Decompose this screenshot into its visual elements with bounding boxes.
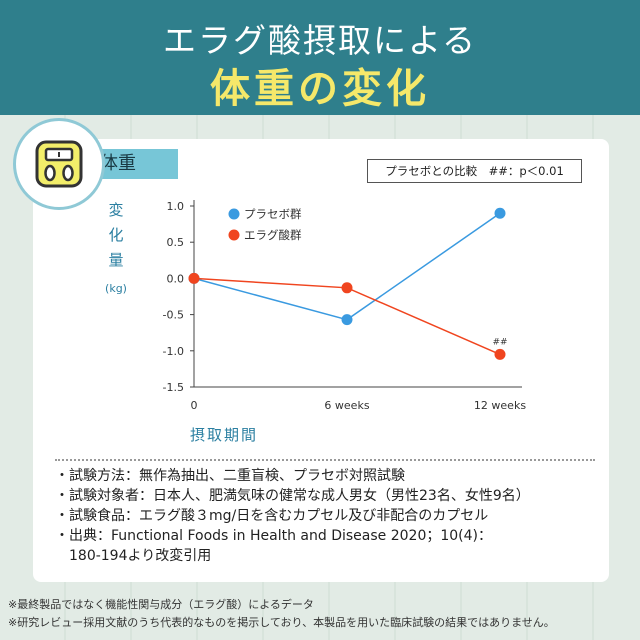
y-tick-label: 0.5 xyxy=(167,236,185,249)
data-point xyxy=(341,314,353,326)
title-line2: 体重の変化 xyxy=(210,66,430,112)
y-tick-label: -1.0 xyxy=(163,345,184,358)
legend-marker xyxy=(228,208,240,220)
footnotes: ※最終製品ではなく機能性関与成分（エラグ酸）によるデータ ※研究レビュー採用文献… xyxy=(8,596,555,632)
title-line1: エラグ酸摂取による xyxy=(162,21,477,60)
footnote-1: ※最終製品ではなく機能性関与成分（エラグ酸）によるデータ xyxy=(8,598,314,611)
scale-icon xyxy=(35,140,83,188)
data-point xyxy=(341,282,353,294)
y-axis-unit: (kg) xyxy=(105,282,127,295)
header-banner: エラグ酸摂取による 体重の変化 xyxy=(0,0,640,115)
legend-label: エラグ酸群 xyxy=(244,228,302,242)
legend-label: プラセボ群 xyxy=(244,207,302,221)
y-axis-label-char: 量 xyxy=(108,251,124,269)
y-tick-label: 0.0 xyxy=(167,272,185,285)
x-tick-label: 6 weeks xyxy=(324,399,369,412)
series-line xyxy=(193,212,501,321)
data-point xyxy=(188,272,200,284)
comparison-note: プラセボとの比較 ##：p＜0.01 xyxy=(367,159,582,183)
significance-annotation: ## xyxy=(492,337,507,347)
footnote-2: ※研究レビュー採用文献のうち代表的なものを掲示しており、本製品を用いた臨床試験の… xyxy=(8,616,555,629)
icon-circle xyxy=(13,118,105,210)
y-axis-label-char: 化 xyxy=(108,226,124,244)
data-point xyxy=(494,207,506,219)
note-subjects: ・試験対象者：日本人、肥満気味の健常な成人男女（男性23名、女性9名） xyxy=(55,488,530,504)
note-source: ・出典：Functional Foods in Health and Disea… xyxy=(55,528,492,544)
notes-divider xyxy=(55,459,595,461)
y-axis-label-char: 変 xyxy=(108,201,124,219)
data-point xyxy=(494,348,506,360)
study-notes: ・試験方法：無作為抽出、二重盲検、プラセボ対照試験 ・試験対象者：日本人、肥満気… xyxy=(55,466,530,566)
y-tick-label: 1.0 xyxy=(167,200,185,213)
note-source-cont: 180-194より改変引用 xyxy=(55,548,212,564)
x-axis-label: 摂取期間 xyxy=(190,426,259,444)
y-axis-label: 変 化 量 xyxy=(104,198,128,273)
x-tick-label: 0 xyxy=(191,399,198,412)
x-tick-label: 12 weeks xyxy=(474,399,526,412)
note-method: ・試験方法：無作為抽出、二重盲検、プラセボ対照試験 xyxy=(55,468,405,484)
legend-marker xyxy=(228,229,240,241)
y-tick-label: -1.5 xyxy=(163,381,184,394)
chart-card xyxy=(33,139,609,582)
note-test-food: ・試験食品：エラグ酸３mg/日を含むカプセル及び非配合のカプセル xyxy=(55,508,489,524)
y-tick-label: -0.5 xyxy=(163,309,184,322)
